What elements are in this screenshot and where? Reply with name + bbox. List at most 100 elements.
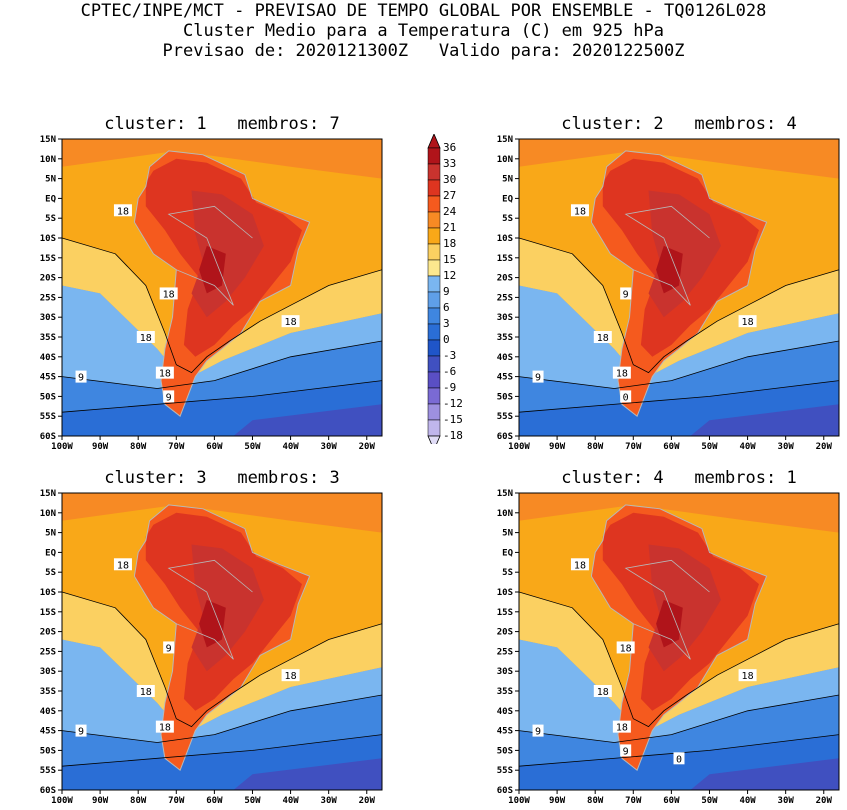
lon-tick-label: 90W: [549, 796, 566, 806]
contour-label: 18: [136, 331, 155, 344]
svg-text:9: 9: [535, 373, 541, 384]
map-plot: 18 18 18 18 9 9 0 15N 10N 5N EQ 5S 10S 15S 20S 25S 30S 35…: [497, 135, 840, 452]
lat-tick-label: 60S: [40, 432, 56, 442]
svg-text:18: 18: [140, 687, 152, 698]
svg-text:18: 18: [117, 560, 129, 571]
lat-tick-label: 40S: [40, 353, 56, 363]
contour-18: [61, 237, 383, 374]
contour-label: 0: [620, 390, 632, 403]
lat-tick-label: 55S: [40, 412, 56, 422]
colorbar-swatch: [427, 147, 441, 165]
colorbar-label: 18: [443, 237, 456, 250]
contour-label: 18: [136, 685, 155, 698]
header-title: CPTEC/INPE/MCT - PREVISAO DE TEMPO GLOBA…: [80, 1, 767, 21]
band-15: [519, 592, 839, 735]
colorbar-label: 30: [443, 173, 456, 186]
lon-tick-label: 50W: [701, 442, 718, 452]
contour-label: 18: [159, 287, 178, 300]
borders: [624, 559, 710, 660]
colorbar-label: 24: [443, 205, 457, 218]
band-24-north: [519, 139, 839, 179]
contour-0: [61, 380, 383, 413]
colorbar-swatch: [427, 371, 441, 389]
contour-label: 18: [738, 669, 757, 682]
svg-text:18: 18: [159, 723, 171, 734]
contour-9: [61, 340, 383, 389]
lat-tick-label: EQ: [502, 194, 513, 204]
colorbar-label: 0: [443, 333, 450, 346]
lon-tick-label: 80W: [130, 442, 147, 452]
svg-text:0: 0: [676, 754, 682, 765]
lat-tick-label: 25S: [497, 647, 513, 657]
lon-tick-label: 30W: [321, 796, 338, 806]
panel-title: cluster: 4 membros: 1: [561, 468, 797, 488]
lon-tick-label: 50W: [244, 796, 261, 806]
lon-tick-label: 70W: [168, 442, 185, 452]
lat-tick-label: 15S: [497, 254, 513, 264]
lat-tick-label: 10N: [40, 155, 56, 165]
contour-0: [518, 380, 840, 413]
coastline: [590, 504, 768, 772]
contour-label: 18: [612, 720, 631, 734]
lon-tick-label: 30W: [321, 442, 338, 452]
lon-tick-label: 70W: [625, 442, 642, 452]
borders: [624, 205, 710, 306]
colorbar-label: -15: [443, 413, 463, 426]
band-15: [519, 238, 839, 381]
lon-tick-label: 90W: [92, 442, 109, 452]
svg-text:18: 18: [163, 289, 175, 300]
band-12: [62, 639, 382, 743]
band-cold: [233, 404, 382, 436]
svg-text:18: 18: [616, 723, 628, 734]
map-plot: 18 18 18 18 18 9 9 15N 10N 5N EQ 5S 10S 15S 20S 25S 30S 3…: [40, 135, 383, 452]
svg-text:18: 18: [117, 206, 129, 217]
lat-tick-label: 10S: [40, 234, 56, 244]
colorbar-label: -6: [443, 365, 456, 378]
lon-tick-label: 20W: [359, 442, 376, 452]
panel-title: cluster: 2 membros: 4: [561, 114, 797, 134]
band-12: [519, 639, 839, 743]
lat-tick-label: 30S: [40, 313, 56, 323]
lat-tick-label: 20S: [497, 274, 513, 284]
contour-label: 18: [281, 315, 300, 328]
band-24-north: [62, 493, 382, 533]
colorbar-swatch: [427, 355, 441, 373]
colorbar-swatch: [427, 291, 441, 309]
band-12: [62, 285, 382, 389]
band-24-north: [519, 493, 839, 533]
colorbar-swatch: [427, 339, 441, 357]
contour-label: 18: [612, 366, 631, 380]
lon-tick-label: 20W: [816, 796, 833, 806]
lat-tick-label: 15S: [40, 608, 56, 618]
contour-0: [61, 734, 383, 767]
lat-tick-label: 45S: [40, 727, 56, 737]
contour-label: 18: [281, 669, 300, 682]
panel-title: cluster: 1 membros: 7: [104, 114, 340, 134]
contour-label: 18: [593, 685, 612, 698]
lat-tick-label: 5S: [45, 214, 56, 224]
colorbar-swatch: [427, 259, 441, 277]
band-6: [62, 695, 382, 767]
lat-tick-label: 35S: [497, 333, 513, 343]
lon-tick-label: 80W: [587, 796, 604, 806]
lat-tick-label: 50S: [497, 392, 513, 402]
map-plot: 18 18 18 18 9 9 15N 10N 5N EQ 5S 10S 15S 20S 25S 30S 35S…: [40, 489, 383, 806]
colorbar-label: 27: [443, 189, 456, 202]
contour-label: 9: [163, 390, 175, 403]
band-6: [62, 341, 382, 413]
lat-tick-label: 50S: [497, 746, 513, 756]
lon-tick-label: 40W: [739, 442, 756, 452]
colorbar-label: -18: [443, 429, 463, 442]
contour-label: 0: [673, 752, 685, 765]
colorbar-label: 3: [443, 317, 450, 330]
colorbar-label: 9: [443, 285, 450, 298]
lat-tick-label: 5S: [502, 568, 513, 578]
lat-tick-label: 5N: [502, 529, 513, 539]
contour-label: 18: [593, 331, 612, 344]
svg-text:18: 18: [742, 317, 754, 328]
panel-title: cluster: 3 membros: 3: [104, 468, 340, 488]
coastline: [133, 504, 311, 772]
colorbar-top-arrow: [427, 132, 441, 149]
lat-tick-label: 5S: [502, 214, 513, 224]
